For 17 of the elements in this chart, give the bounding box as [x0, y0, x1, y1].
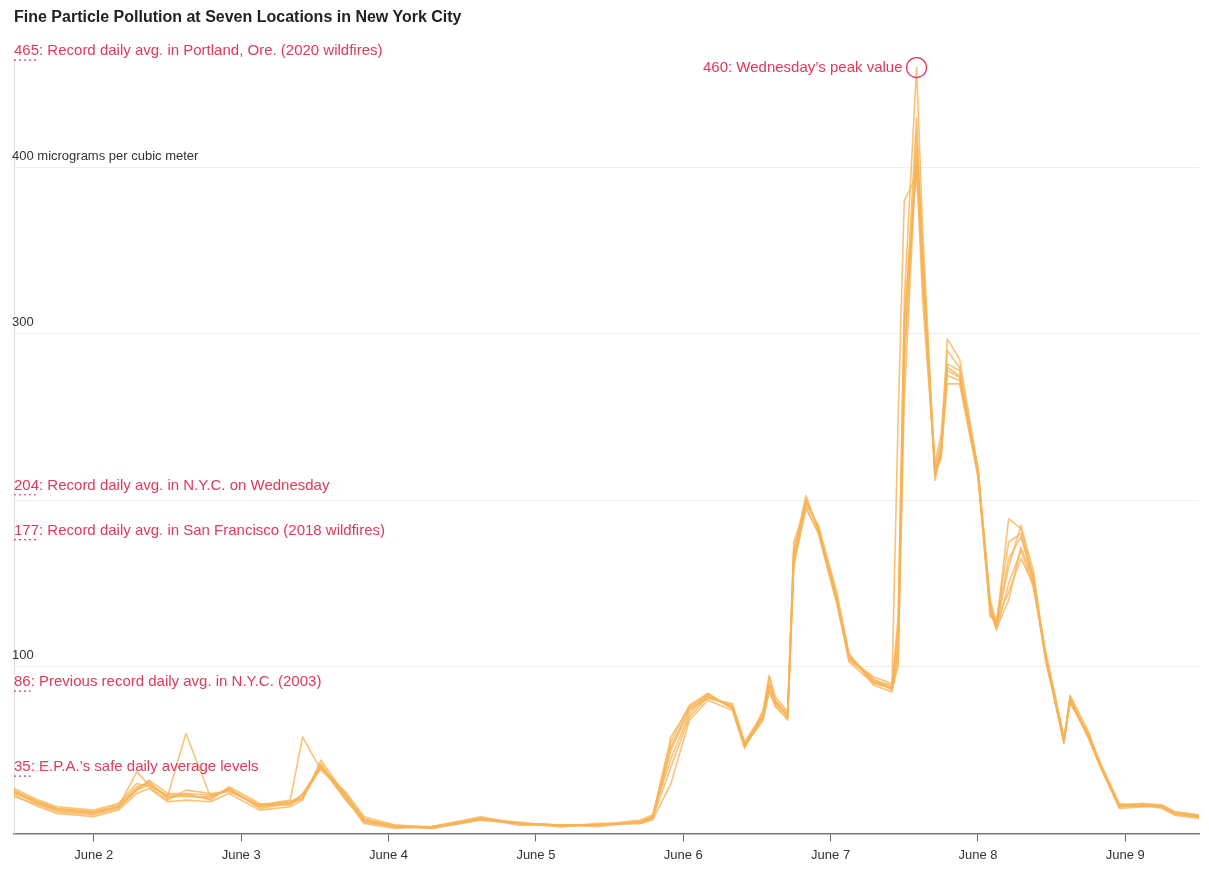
x-tick-label: June 5 — [516, 846, 556, 862]
chart-title: Fine Particle Pollution at Seven Locations in New York City — [14, 8, 462, 26]
x-tick-label: June 6 — [663, 846, 703, 862]
x-tick-label: June 9 — [1105, 846, 1145, 862]
x-tick-label: June 8 — [958, 846, 998, 862]
y-tick-label: 400 micrograms per cubic meter — [12, 148, 200, 163]
x-tick-label: June 7 — [811, 846, 851, 862]
x-tick-label: June 3 — [221, 846, 261, 862]
annotation: 460: Wednesday’s peak value — [702, 57, 903, 75]
y-tick-label: 300 — [12, 314, 34, 330]
x-tick-label: June 2 — [74, 846, 114, 862]
y-tick-label: 100 — [12, 647, 34, 663]
x-tick-label: June 4 — [369, 846, 409, 862]
ref-line-label: 177: Record daily avg. in San Francisco (2018 wildfires) — [14, 520, 386, 538]
ref-line-label: 465: Record daily avg. in Portland, Ore. (2020 wildfires) — [14, 41, 383, 59]
ref-line-label: 204: Record daily avg. in N.Y.C. on Wednesday — [14, 475, 330, 493]
ref-line-label: 86: Previous record daily avg. in N.Y.C. (2003) — [14, 672, 322, 690]
